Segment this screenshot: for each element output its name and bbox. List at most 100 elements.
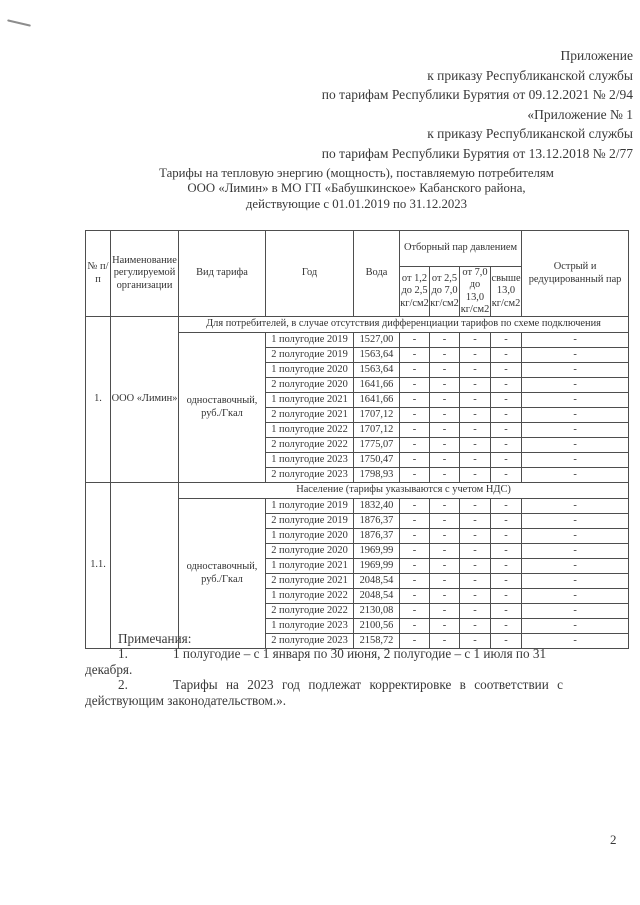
steam-dash-cell: -	[459, 543, 491, 560]
water-tariff-cell: 1798,93	[353, 467, 400, 484]
steam-dash-cell: -	[429, 452, 460, 469]
period-cell: 1 полугодие 2021	[265, 558, 354, 575]
tariff-row: 2 полугодие 2022 1775,07- - - - -	[86, 437, 630, 454]
steam-dash-cell: -	[399, 498, 430, 515]
tariff-type-cell: одноставочный, руб./Гкал	[178, 498, 266, 650]
steam-dash-cell: -	[429, 332, 460, 349]
sharp-steam-dash-cell: -	[521, 422, 630, 439]
period-cell: 2 полугодие 2022	[265, 603, 354, 620]
steam-dash-cell: -	[399, 558, 430, 575]
steam-dash-cell: -	[399, 347, 430, 364]
steam-dash-cell: -	[459, 452, 491, 469]
period-cell: 1 полугодие 2022	[265, 422, 354, 439]
sharp-steam-dash-cell: -	[521, 513, 630, 530]
sharp-steam-dash-cell: -	[521, 573, 630, 590]
steam-dash-cell: -	[489, 588, 523, 605]
tariff-row: 1 полугодие 2021 1641,66- - - - -	[86, 392, 630, 409]
steam-dash-cell: -	[399, 407, 430, 424]
water-tariff-cell: 1969,99	[353, 543, 400, 560]
steam-dash-cell: -	[489, 603, 523, 620]
steam-dash-cell: -	[399, 392, 430, 409]
steam-dash-cell: -	[429, 543, 460, 560]
steam-dash-cell: -	[429, 588, 460, 605]
steam-dash-cell: -	[429, 528, 460, 545]
steam-dash-cell: -	[429, 392, 460, 409]
sharp-steam-dash-cell: -	[521, 528, 630, 545]
steam-dash-cell: -	[459, 332, 491, 349]
steam-dash-cell: -	[459, 588, 491, 605]
sharp-steam-dash-cell: -	[521, 407, 630, 424]
steam-dash-cell: -	[399, 588, 430, 605]
steam-dash-cell: -	[429, 467, 460, 484]
steam-dash-cell: -	[399, 543, 430, 560]
period-cell: 2 полугодие 2020	[265, 543, 354, 560]
water-tariff-cell: 1527,00	[353, 332, 400, 349]
sharp-steam-dash-cell: -	[521, 603, 630, 620]
steam-dash-cell: -	[459, 437, 491, 454]
steam-dash-cell: -	[489, 498, 523, 515]
section-title-cell: Для потребителей, в случае отсутствия ди…	[177, 316, 630, 334]
appendix-header-line: к приказу Республиканской службы	[427, 67, 633, 83]
water-tariff-cell: 1563,64	[353, 362, 400, 379]
water-tariff-cell: 1563,64	[353, 347, 400, 364]
steam-dash-cell: -	[459, 558, 491, 575]
water-tariff-cell: 1750,47	[353, 452, 400, 469]
appendix-header-line: к приказу Республиканской службы	[427, 126, 633, 141]
steam-dash-cell: -	[399, 377, 430, 394]
period-cell: 2 полугодие 2021	[265, 573, 354, 590]
water-tariff-cell: 1876,37	[353, 528, 400, 545]
sharp-steam-dash-cell: -	[521, 362, 630, 379]
period-cell: 1 полугодие 2019	[265, 498, 354, 515]
steam-dash-cell: -	[489, 422, 523, 439]
steam-dash-cell: -	[489, 392, 523, 409]
tariff-row: одноставочный, руб./Гкал 1 полугодие 2019…	[86, 332, 630, 484]
note-text: 1 полугодие – с 1 января по 30 июня, 2 п…	[85, 646, 547, 677]
steam-dash-cell: -	[429, 422, 460, 439]
steam-dash-cell: -	[489, 452, 523, 469]
sharp-steam-dash-cell: -	[521, 467, 630, 484]
steam-dash-cell: -	[429, 558, 460, 575]
steam-dash-cell: -	[399, 422, 430, 439]
tariff-type-cell: одноставочный, руб./Гкал	[178, 332, 266, 484]
col-header-steam-2: от 2,5 до 7,0 кг/см2	[429, 265, 460, 318]
col-header-steam-4: свыше 13,0 кг/см2	[489, 265, 523, 318]
steam-dash-cell: -	[399, 467, 430, 484]
steam-dash-cell: -	[459, 498, 491, 515]
section-title-cell: Население (тарифы указываются с учетом Н…	[177, 482, 630, 500]
appendix-header-line: по тарифам Республики Бурятия от 09.12.2…	[321, 87, 633, 102]
water-tariff-cell: 1876,37	[353, 513, 400, 530]
steam-dash-cell: -	[459, 407, 491, 424]
col-header-num: № п/п	[85, 229, 111, 318]
steam-dash-cell: -	[459, 392, 491, 409]
period-cell: 2 полугодие 2020	[265, 377, 354, 394]
tariff-row: 2 полугодие 2021 2048,54- - - - -	[86, 573, 630, 590]
tariff-table: № п/п Наименование регулируемой организа…	[85, 229, 630, 650]
water-tariff-cell: 1775,07	[353, 437, 400, 454]
steam-dash-cell: -	[429, 498, 460, 515]
sharp-steam-dash-cell: -	[521, 588, 630, 605]
steam-dash-cell: -	[489, 573, 523, 590]
steam-dash-cell: -	[489, 467, 523, 484]
col-header-tariff-type: Вид тарифа	[178, 229, 266, 318]
steam-dash-cell: -	[489, 407, 523, 424]
period-cell: 1 полугодие 2019	[265, 332, 354, 349]
steam-dash-cell: -	[489, 633, 523, 650]
steam-dash-cell: -	[489, 332, 523, 349]
tariff-row: 2 полугодие 2019 1876,37- - - - -	[86, 513, 630, 530]
steam-dash-cell: -	[489, 543, 523, 560]
row-number-cell: 1.	[85, 316, 111, 484]
row-number-cell: 1.1.	[85, 482, 111, 650]
note-text: Тарифы на 2023 год подлежат корректировк…	[85, 677, 563, 708]
steam-dash-cell: -	[399, 513, 430, 530]
section-header-row: 1. ООО «Лимин» Для потребителей, в случае …	[85, 316, 630, 484]
steam-dash-cell: -	[399, 452, 430, 469]
steam-dash-cell: -	[489, 362, 523, 379]
tariff-row: 2 полугодие 2023 2158,72- - - - -	[86, 633, 630, 650]
water-tariff-cell: 1707,12	[353, 407, 400, 424]
col-header-org: Наименование регулируемой организации	[110, 229, 179, 318]
notes-title: Примечания:	[118, 631, 192, 646]
tariff-row: 1 полугодие 2023 1750,47- - - - -	[86, 452, 630, 469]
period-cell: 2 полугодие 2023	[265, 467, 354, 484]
col-header-sharp-steam: Острый и редуцированный пар	[521, 229, 630, 318]
steam-dash-cell: -	[489, 528, 523, 545]
